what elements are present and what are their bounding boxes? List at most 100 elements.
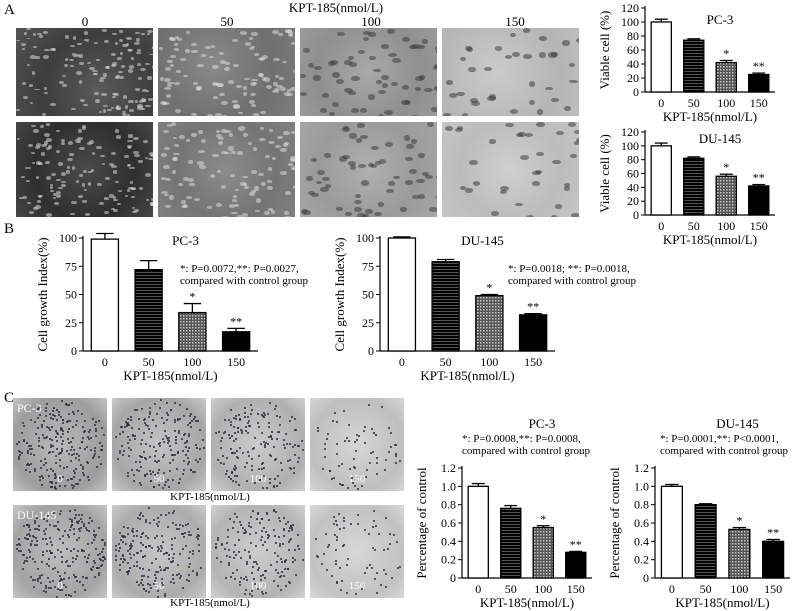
a_pc3-bar-0 <box>650 21 672 93</box>
c_du145-y-tick-label: 0.8 <box>634 498 649 512</box>
c_pc3-bar-100 <box>532 526 554 579</box>
c_pc3-y-tick-label: 1.0 <box>441 479 456 493</box>
b_pc3-bar-150 <box>221 331 251 352</box>
panel-letter-c: C <box>4 390 15 406</box>
b_du145-significance-label: * <box>486 281 492 295</box>
dish-du145-150: 150 <box>310 505 404 598</box>
c_du145-y-tick-label: 1.0 <box>634 479 649 493</box>
dish-pc3-0: PC-3 0 <box>13 398 107 491</box>
micrograph-du145-50 <box>158 122 295 217</box>
micrograph-du145-150 <box>442 122 579 217</box>
c_pc3-annotation-line: *: P=0.0008,**: P=0.0008, <box>462 433 581 445</box>
b_du145-x-tick-label: 50 <box>440 355 452 369</box>
a_pc3-x-tick-label: 150 <box>750 96 768 110</box>
b_du145-x-axis-label: KPT-185(nmol/L) <box>420 368 514 383</box>
a_du145-x-tick-label: 0 <box>658 219 664 233</box>
b_du145-annotation-line: *: P=0.0018; **: P=0.0018, <box>508 263 630 275</box>
a_pc3-y-tick-label: 0 <box>633 85 639 99</box>
c_du145-annotation-line: compared with control group <box>660 445 788 457</box>
b_pc3-y-tick-label: 50 <box>65 288 77 302</box>
dish-conc-label: 0 <box>57 473 63 485</box>
b_du145-y-tick-label: 75 <box>362 259 374 273</box>
dish-cell-line-label: DU-145 <box>17 508 57 522</box>
c_du145-bar-150 <box>762 540 785 579</box>
micrograph-du145-100 <box>300 122 437 217</box>
b_du145-y-tick-label: 0 <box>368 344 374 358</box>
c_pc3-significance-label: * <box>540 512 546 526</box>
a_pc3-y-tick-label: 40 <box>627 57 639 71</box>
conc-label-50: 50 <box>220 14 234 29</box>
a_du145-y-tick-label: 60 <box>627 167 639 181</box>
b_pc3-y-tick-label: 100 <box>59 231 77 245</box>
c_du145-bar-50 <box>694 504 717 579</box>
a_pc3-y-tick-label: 100 <box>621 15 639 29</box>
dish-cell-line-label: PC-3 <box>17 401 42 415</box>
c_pc3-bar-0 <box>467 485 489 579</box>
b_pc3-y-axis-label: Cell growth Index(%) <box>35 237 50 351</box>
c_du145-significance-label: ** <box>767 526 779 540</box>
c_pc3-x-tick-label: 150 <box>567 582 585 596</box>
c_du145-y-axis-label: Percentage of control <box>607 467 622 579</box>
a_pc3-title: PC-3 <box>707 12 734 27</box>
b_du145-bar-150 <box>518 314 548 352</box>
c_pc3-x-tick-label: 50 <box>505 582 517 596</box>
a_du145-bar-150 <box>748 185 770 216</box>
c_du145-x-tick-label: 100 <box>730 582 748 596</box>
panel-c-drug-label-2: KPT-185(nmol/L) <box>170 597 250 609</box>
dish-conc-label: 100 <box>249 473 267 485</box>
b_du145-x-tick-label: 150 <box>524 355 542 369</box>
b_pc3-x-tick-label: 50 <box>143 355 155 369</box>
a_du145-significance-label: ** <box>753 171 765 185</box>
b_pc3-x-axis-label: KPT-185(nmol/L) <box>123 368 217 383</box>
c_du145-y-tick-label: 0.4 <box>634 534 649 548</box>
b_pc3-bar-50 <box>134 268 163 352</box>
conc-label-150: 150 <box>505 14 525 29</box>
c_pc3-bar-50 <box>500 507 522 579</box>
dish-du145-50: 50 <box>112 505 206 598</box>
c_du145-bar-0 <box>660 485 683 579</box>
a_du145-x-tick-label: 50 <box>688 219 700 233</box>
a_pc3-x-tick-label: 0 <box>658 96 664 110</box>
c_pc3-y-tick-label: 1.2 <box>441 461 456 475</box>
c_pc3-y-tick-label: 0 <box>450 571 456 585</box>
panel-letter-b: B <box>4 221 15 237</box>
c_pc3-y-tick-label: 0.4 <box>441 534 456 548</box>
dish-conc-label: 0 <box>57 580 63 592</box>
a_du145-title: DU-145 <box>699 131 742 146</box>
c_pc3-y-tick-label: 0.8 <box>441 498 456 512</box>
c_pc3-significance-label: ** <box>570 537 582 551</box>
a_du145-significance-label: * <box>723 160 729 174</box>
dish-conc-label: 100 <box>249 580 267 592</box>
b_du145-annotation-line: compared with control group <box>508 275 636 287</box>
c_du145-x-axis-label: KPT-185(nmol/L) <box>675 595 769 610</box>
b_pc3-y-tick-label: 0 <box>71 344 77 358</box>
b_du145-bar-50 <box>431 261 460 352</box>
c_pc3-y-tick-label: 0.2 <box>441 553 456 567</box>
c_du145-y-tick-label: 0 <box>643 571 649 585</box>
b_pc3-significance-label: * <box>189 290 195 304</box>
micrograph-pc3-0 <box>16 28 153 116</box>
b_pc3-significance-label: ** <box>230 314 242 328</box>
c_du145-x-tick-label: 50 <box>700 582 712 596</box>
conc-label-0: 0 <box>81 14 89 29</box>
b_du145-y-tick-label: 100 <box>356 231 374 245</box>
micrograph-pc3-50 <box>158 28 295 116</box>
a_pc3-y-tick-label: 120 <box>621 1 639 15</box>
a_pc3-significance-label: * <box>723 47 729 61</box>
a_pc3-bar-100 <box>715 61 737 93</box>
c_du145-y-tick-label: 1.2 <box>634 461 649 475</box>
c_du145-y-tick-label: 0.6 <box>634 516 649 530</box>
b_pc3-y-tick-label: 25 <box>65 316 77 330</box>
b_pc3-annotation-line: compared with control group <box>180 275 308 287</box>
b_pc3-annotation-line: *: P=0.0072,**: P=0.0027, <box>180 263 299 275</box>
a_pc3-significance-label: ** <box>753 59 765 73</box>
b_pc3-title: PC-3 <box>172 233 199 248</box>
c_pc3-x-tick-label: 0 <box>475 582 481 596</box>
a_pc3-y-tick-label: 60 <box>627 43 639 57</box>
panel-a-drug-label: KPT-185(nmol/L) <box>288 0 384 15</box>
b_pc3-y-tick-label: 75 <box>65 259 77 273</box>
b_pc3-x-tick-label: 100 <box>183 355 201 369</box>
dish-conc-label: 50 <box>153 580 165 592</box>
c_pc3-y-axis-label: Percentage of control <box>414 467 429 579</box>
